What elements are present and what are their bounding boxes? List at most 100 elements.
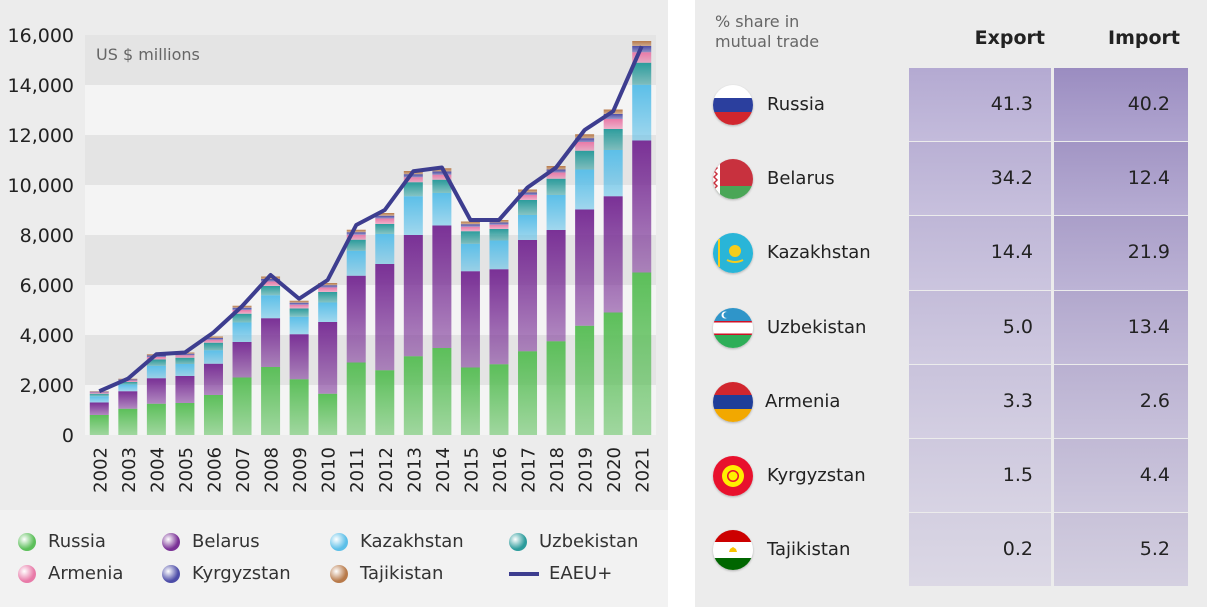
x-tick-label: 2010 <box>319 447 340 493</box>
bar-segment-kyrgyzstan <box>460 224 480 227</box>
grid-band <box>85 85 656 135</box>
bar-segment-kazakhstan <box>232 322 252 342</box>
bar-segment-uzbekistan <box>432 179 452 193</box>
legend-item-russia: Russia <box>18 531 106 552</box>
bar-segment-uzbekistan <box>575 150 595 170</box>
bar-segment-uzbekistan <box>346 239 366 251</box>
import-value: 2.6 <box>1054 364 1188 438</box>
import-column-header: Import <box>1108 27 1180 49</box>
bar-segment-armenia <box>261 281 281 286</box>
x-tick-label: 2020 <box>604 447 625 493</box>
bar-segment-kyrgyzstan <box>375 215 395 219</box>
legend-item-tajikistan: Tajikistan <box>330 563 443 584</box>
bar-segment-belarus <box>203 363 223 395</box>
bar-segment-tajikistan <box>318 283 338 286</box>
bar-segment-kazakhstan <box>518 215 538 240</box>
bar-segment-uzbekistan <box>489 229 509 241</box>
kazakhstan-flag-icon <box>713 233 753 274</box>
bar-segment-armenia <box>546 172 566 179</box>
bar-segment-kazakhstan <box>432 193 452 226</box>
country-name: Belarus <box>767 168 835 190</box>
bar-segment-uzbekistan <box>546 178 566 195</box>
bar-segment-uzbekistan <box>118 382 138 385</box>
grid-band <box>85 135 656 185</box>
x-tick-label: 2018 <box>547 447 568 493</box>
bar-segment-kazakhstan <box>489 240 509 270</box>
import-value: 5.2 <box>1054 513 1188 587</box>
table-row: Belarus 34.2 12.4 <box>695 142 1207 216</box>
bar-segment-belarus <box>175 376 195 403</box>
bar-segment-russia <box>118 408 138 435</box>
bar-segment-russia <box>261 367 281 435</box>
x-tick-label: 2005 <box>176 447 197 493</box>
bar-segment-belarus <box>146 378 166 404</box>
table-row: Tajikistan 0.2 5.2 <box>695 513 1207 587</box>
bar-segment-russia <box>432 348 452 435</box>
legend-label: Tajikistan <box>360 563 444 584</box>
table-row: Kyrgyzstan 1.5 4.4 <box>695 439 1207 513</box>
y-tick-label: 4,000 <box>20 325 74 347</box>
legend-line-swatch <box>509 571 539 576</box>
bar-segment-kazakhstan <box>175 364 195 376</box>
y-tick-label: 14,000 <box>8 75 74 97</box>
bar-segment-belarus <box>546 230 566 342</box>
bar-segment-belarus <box>518 240 538 352</box>
y-tick-label: 6,000 <box>20 275 74 297</box>
bar-segment-russia <box>575 325 595 435</box>
armenia-flag-icon <box>713 381 753 422</box>
export-column-header: Export <box>974 27 1045 49</box>
country-name: Kyrgyzstan <box>767 465 866 487</box>
bar-segment-tajikistan <box>289 300 309 303</box>
bar-segment-kazakhstan <box>460 243 480 272</box>
x-tick-label: 2014 <box>433 447 454 493</box>
stacked-bar-chart: 16,000 14,000 12,000 10,000 8,000 6,000 4,000 2… <box>8 25 656 493</box>
bar-segment-armenia <box>146 357 166 360</box>
legend-label: Russia <box>48 531 106 552</box>
import-value: 12.4 <box>1054 142 1188 216</box>
x-tick-label: 2002 <box>90 447 111 493</box>
bar-segment-belarus <box>232 342 252 378</box>
bar-segment-russia <box>460 367 480 435</box>
bar-segment-tajikistan <box>460 221 480 225</box>
bar-segment-belarus <box>489 269 509 365</box>
belarus-flag-icon <box>713 159 753 200</box>
legend-dot-swatch <box>18 532 36 551</box>
country-name: Kazakhstan <box>767 242 871 264</box>
bar-segment-kyrgyzstan <box>518 192 538 195</box>
x-tick-label: 2006 <box>204 447 225 493</box>
import-value: 4.4 <box>1054 439 1188 513</box>
bar-segment-russia <box>346 362 366 435</box>
bar-segment-uzbekistan <box>518 200 538 215</box>
bar-segment-belarus <box>318 322 338 394</box>
legend-item-eaeu: EAEU+ <box>509 563 612 584</box>
export-value: 1.5 <box>909 439 1051 513</box>
bar-segment-belarus <box>603 196 623 313</box>
bar-segment-belarus <box>346 275 366 363</box>
legend-label: Belarus <box>192 531 260 552</box>
bar-segment-russia <box>232 377 252 435</box>
bar-segment-belarus <box>375 264 395 371</box>
bar-segment-uzbekistan <box>232 313 252 323</box>
bar-segment-armenia <box>575 142 595 151</box>
bar-segment-armenia <box>603 119 623 129</box>
x-tick-label: 2007 <box>233 447 254 493</box>
bar-segment-kyrgyzstan <box>403 174 423 178</box>
country-name: Uzbekistan <box>767 316 867 338</box>
bar-segment-kazakhstan <box>261 295 281 319</box>
legend-dot-swatch <box>18 564 36 583</box>
bar-segment-kazakhstan <box>203 350 223 364</box>
legend-item-belarus: Belarus <box>162 531 260 552</box>
y-tick-label: 8,000 <box>20 225 74 247</box>
bar-segment-belarus <box>632 140 652 273</box>
grid-band <box>85 285 656 335</box>
legend-item-kazakhstan: Kazakhstan <box>330 531 464 552</box>
bar-segment-armenia <box>460 226 480 232</box>
bar-segment-russia <box>518 351 538 435</box>
bar-segment-belarus <box>432 225 452 348</box>
export-value: 34.2 <box>909 142 1051 216</box>
x-tick-label: 2011 <box>347 447 368 493</box>
bar-segment-armenia <box>518 195 538 200</box>
bar-segment-russia <box>489 364 509 435</box>
country-name: Armenia <box>765 390 841 412</box>
bar-segment-kazakhstan <box>289 316 309 335</box>
